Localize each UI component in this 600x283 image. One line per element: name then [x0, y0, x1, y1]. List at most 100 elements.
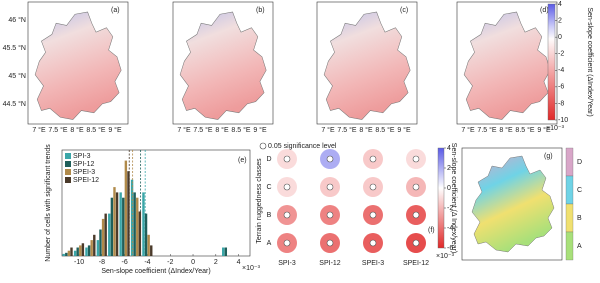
bar — [73, 250, 77, 256]
bar — [65, 252, 68, 256]
bar — [150, 245, 153, 256]
colorbar — [547, 3, 556, 121]
panel-label: (e) — [238, 157, 247, 164]
bar — [76, 247, 79, 256]
x-tick-label: 8 °E — [215, 126, 229, 134]
annotation-marker — [259, 142, 267, 150]
bar — [104, 213, 107, 256]
x-exponent: ×10⁻³ — [242, 265, 261, 272]
x-tick-label: 7 °E — [177, 126, 191, 134]
x-tick-label: 7.5 °E — [48, 126, 67, 134]
colorbar-tick-label: -4 — [558, 67, 564, 74]
ring-center — [369, 155, 377, 163]
y-tick-label: 44.5 °N — [3, 100, 26, 108]
x-tick-label: 7.5 °E — [193, 126, 212, 134]
y-tick-label: 46 °N — [8, 16, 26, 24]
bar — [115, 192, 119, 256]
x-tick-label: SPEI-12 — [403, 260, 429, 267]
legend-label: SPI-3 — [73, 153, 91, 160]
bar — [99, 229, 102, 256]
ring-center — [283, 211, 291, 219]
ring-center — [369, 211, 377, 219]
x-tick-label: 9 °E — [537, 126, 551, 134]
ring-center — [412, 239, 420, 247]
x-tick-label: -6 — [122, 259, 128, 266]
y-tick-label: A — [267, 240, 272, 247]
ring-center — [283, 239, 291, 247]
plot-frame — [61, 149, 251, 257]
legend-swatch — [65, 161, 71, 167]
panel-label: (c) — [400, 7, 408, 14]
x-tick-label: -4 — [144, 259, 150, 266]
panel-label: (b) — [256, 7, 265, 14]
bar — [96, 240, 100, 256]
legend-swatch — [65, 169, 71, 175]
annotation: 0.05 significance level — [268, 143, 337, 150]
map-frame — [27, 1, 129, 125]
bar — [147, 234, 150, 256]
x-tick-label: 2 — [214, 259, 218, 266]
x-tick-label: 7 °E — [32, 126, 46, 134]
x-tick-label: 8.5 °E — [231, 126, 250, 134]
y-tick-label: 45 °N — [8, 72, 26, 80]
bar — [90, 240, 93, 256]
colorbar-tick-label: 0 — [447, 185, 451, 192]
class-label: D — [577, 159, 582, 166]
bar — [122, 197, 125, 256]
legend-swatch — [65, 153, 71, 159]
colorbar-tick-label: -6 — [558, 84, 564, 91]
ring-center — [412, 183, 420, 191]
map — [323, 11, 411, 121]
legend-label: SPI-12 — [73, 161, 95, 168]
ring-center — [283, 183, 291, 191]
bar — [62, 253, 65, 256]
colorbar-label: Sen-slope coefficient (ΔIndex/Year) — [586, 7, 593, 116]
legend-swatch — [65, 177, 71, 183]
panel-label: (g) — [544, 153, 553, 160]
bar — [124, 160, 128, 256]
y-axis-label: Number of cells with significant trends — [45, 144, 52, 262]
x-tick-label: 8.5 °E — [375, 126, 394, 134]
map — [179, 11, 267, 121]
panel-label: (a) — [111, 7, 120, 14]
x-tick-label: -8 — [99, 259, 105, 266]
x-tick-label: 9 °E — [108, 126, 122, 134]
panel-label: (f) — [428, 227, 435, 234]
bar — [101, 218, 105, 256]
x-tick-label: 7.5 °E — [337, 126, 356, 134]
colorbar-exponent: ×10⁻³ — [546, 125, 565, 132]
bar — [138, 211, 142, 256]
ring-center — [412, 155, 420, 163]
class-swatch — [565, 147, 574, 177]
colorbar-tick-label: -8 — [558, 100, 564, 107]
ring-center — [326, 155, 334, 163]
x-tick-label: 8 °E — [499, 126, 513, 134]
colorbar-tick-label: -6 — [447, 245, 453, 252]
bar — [108, 213, 111, 256]
colorbar-tick-label: 2 — [447, 165, 451, 172]
bar — [144, 213, 148, 256]
colorbar — [437, 147, 445, 249]
y-tick-label: 45.5 °N — [3, 44, 26, 52]
x-tick-label: 8 °E — [70, 126, 84, 134]
colorbar-tick-label: 0 — [558, 34, 562, 41]
legend-label: SPEI-12 — [73, 177, 99, 184]
bar — [81, 243, 85, 256]
x-tick-label: SPI-3 — [278, 260, 296, 267]
bar — [110, 197, 114, 256]
x-tick-label: 9 °E — [397, 126, 411, 134]
bar — [87, 245, 91, 256]
map-frame — [461, 147, 563, 261]
map — [471, 155, 555, 253]
bar — [127, 171, 130, 256]
x-tick-label: 9 °E — [253, 126, 267, 134]
colorbar-exponent: ×10⁻³ — [436, 253, 455, 260]
bar — [79, 245, 82, 256]
colorbar-tick-label: -2 — [558, 51, 564, 58]
x-tick-label: 7 °E — [461, 126, 475, 134]
map — [463, 11, 551, 121]
map-frame — [316, 1, 418, 125]
panel-label: (d) — [540, 7, 549, 14]
colorbar-tick-label: 4 — [558, 1, 562, 8]
y-tick-label: B — [267, 212, 272, 219]
